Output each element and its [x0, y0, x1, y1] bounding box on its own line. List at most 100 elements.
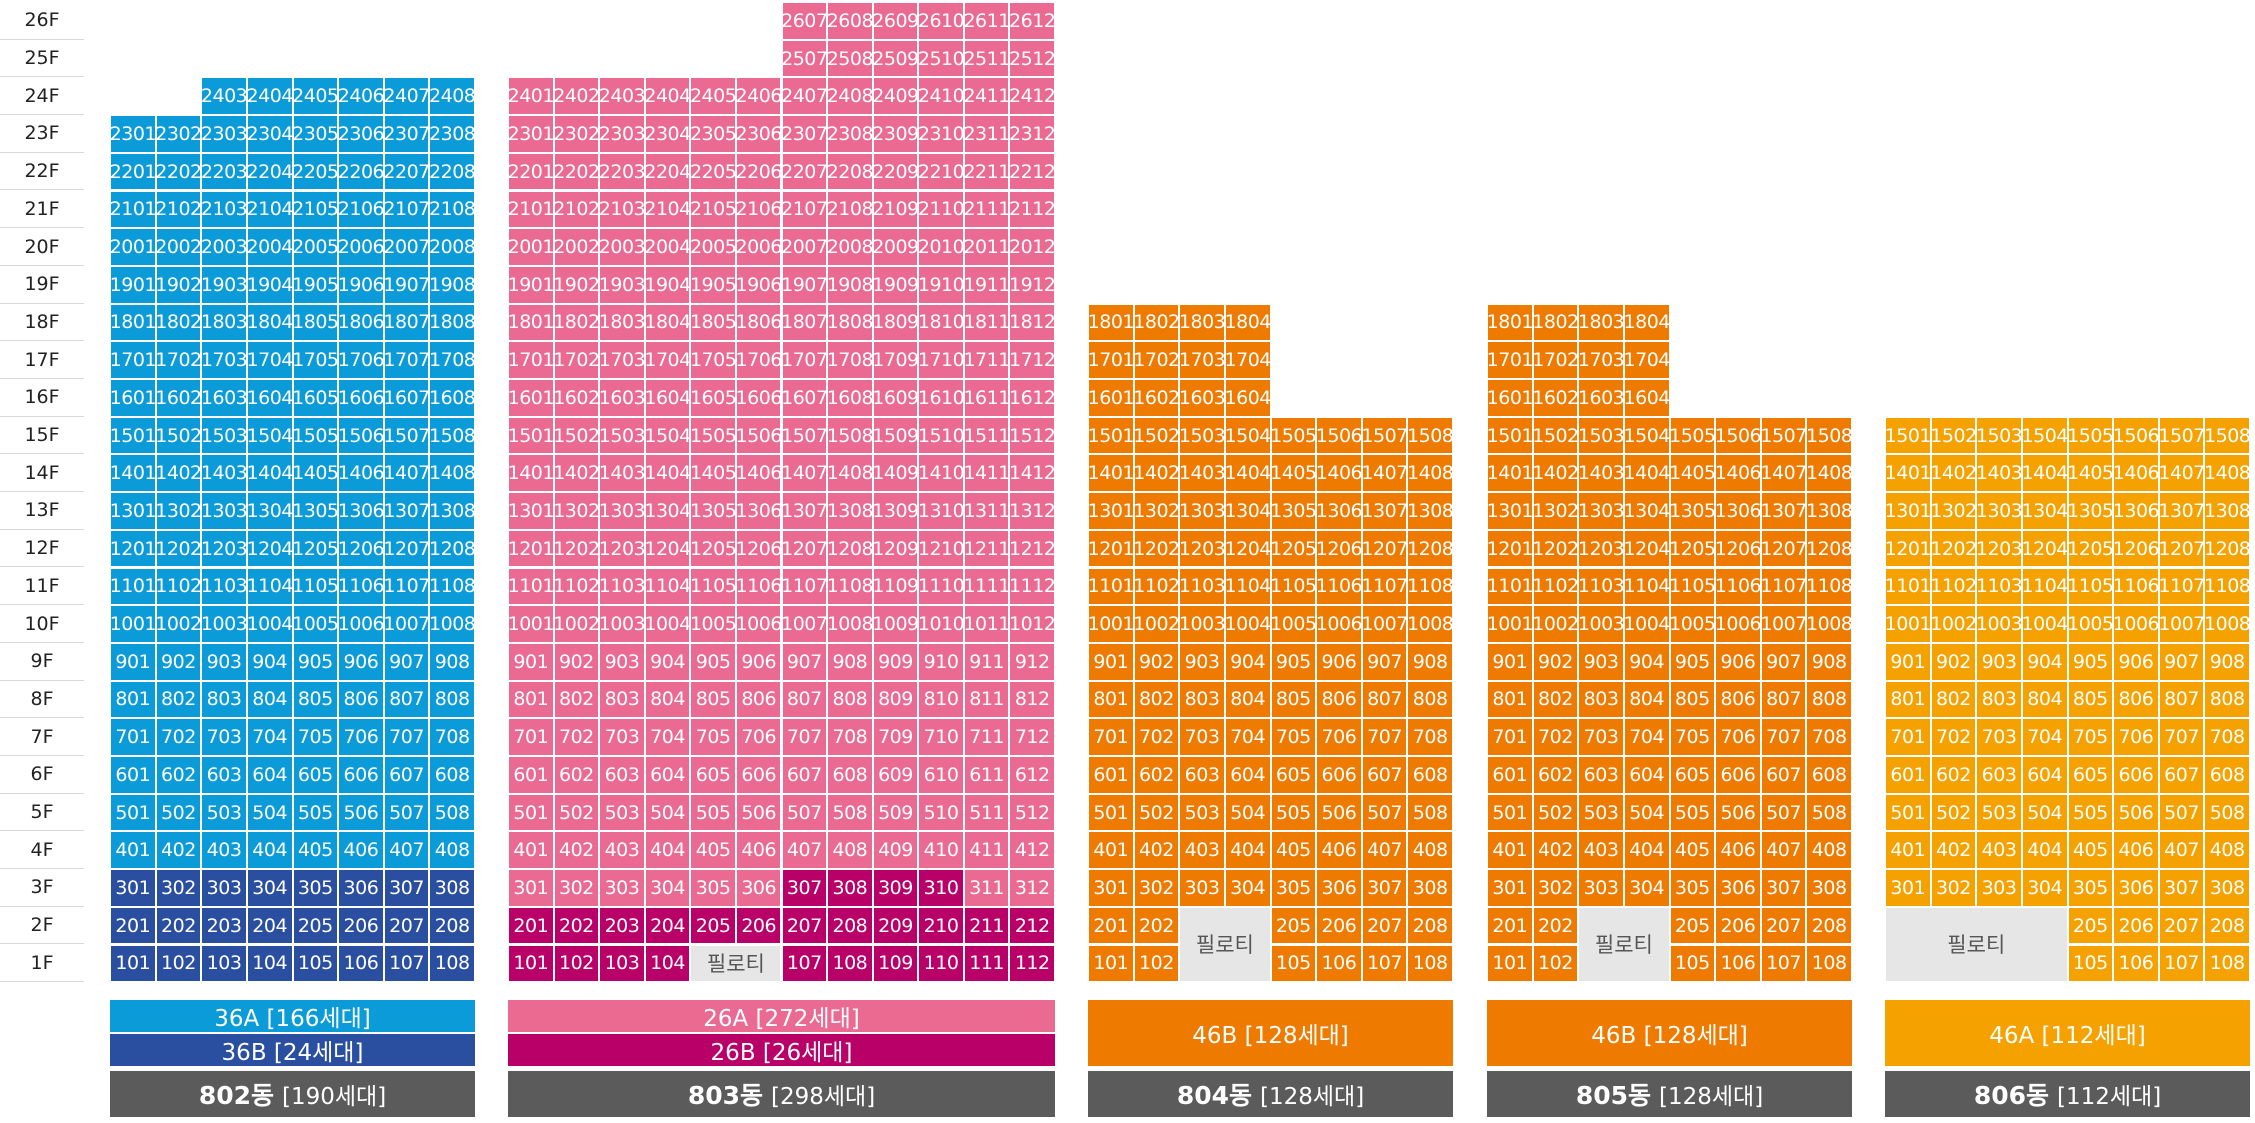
unit-cell: 1003: [599, 605, 645, 643]
unit-cell: 507: [1760, 793, 1807, 832]
unit-cell: 1106: [735, 567, 782, 606]
unit-cell: 2101: [508, 190, 554, 229]
unit-cell: 108: [1806, 944, 1852, 983]
unit-cell: 1101: [1885, 567, 1931, 606]
unit-cell: 1508: [1806, 416, 1852, 455]
unit-cell: 2301: [110, 115, 156, 153]
unit-cell: 508: [2204, 793, 2250, 832]
unit-cell: 1502: [1133, 416, 1180, 455]
unit-cell: 2303: [599, 115, 645, 153]
unit-cell: 703: [1179, 718, 1225, 756]
unit-cell: 506: [1316, 793, 1362, 832]
unit-cell: 512: [1009, 793, 1055, 832]
unit-cell: 903: [599, 642, 645, 681]
unit-cell: 504: [246, 793, 293, 832]
unit-cell: 1302: [1133, 492, 1180, 530]
piloti-block: 필로티: [1885, 906, 2068, 983]
unit-cell: 808: [2204, 680, 2250, 719]
unit-cell: 2307: [781, 115, 828, 153]
unit-cell: 301: [110, 869, 156, 907]
unit-cell: 403: [1976, 831, 2022, 870]
unit-cell: 203: [201, 906, 247, 945]
unit-cell: 1310: [918, 492, 964, 530]
unit-cell: 702: [1930, 718, 1977, 756]
unit-cell: 608: [827, 756, 873, 794]
unit-cell: 1108: [1806, 567, 1852, 606]
unit-cell: 2102: [155, 190, 202, 229]
unit-cell: 1209: [872, 529, 919, 568]
unit-cell: 707: [1760, 718, 1807, 756]
unit-cell: 1601: [1088, 379, 1134, 417]
unit-cell: 1401: [1885, 454, 1931, 493]
unit-cell: 1207: [1361, 529, 1408, 568]
unit-cell: 906: [2113, 642, 2159, 681]
unit-cell: 1305: [1669, 492, 1716, 530]
unit-cell: 906: [1316, 642, 1362, 681]
unit-cell: 1408: [429, 454, 475, 493]
unit-cell: 604: [1623, 756, 1670, 794]
unit-cell: 2412: [1009, 77, 1055, 116]
unit-cell: 1008: [1407, 605, 1453, 643]
unit-cell: 501: [1088, 793, 1134, 832]
unit-cell: 1701: [1088, 341, 1134, 379]
unit-cell: 107: [781, 944, 828, 983]
unit-cell: 209: [872, 906, 919, 945]
unit-cell: 903: [1179, 642, 1225, 681]
unit-cell: 1711: [963, 341, 1010, 379]
unit-cell: 2212: [1009, 152, 1055, 191]
unit-cell: 1801: [508, 303, 554, 342]
unit-cell: 1203: [1578, 529, 1624, 568]
building-name: 805동: [1575, 1081, 1651, 1110]
unit-cell: 1404: [1623, 454, 1670, 493]
unit-cell: 1208: [827, 529, 873, 568]
unit-cell: 1212: [1009, 529, 1055, 568]
unit-cell: 1107: [383, 567, 430, 606]
unit-cell: 705: [2067, 718, 2114, 756]
unit-cell: 805: [690, 680, 736, 719]
unit-cell: 1204: [644, 529, 691, 568]
unit-cell: 2002: [155, 228, 202, 266]
unit-cell: 807: [2158, 680, 2205, 719]
unit-cell: 1205: [292, 529, 339, 568]
unit-cell: 809: [872, 680, 919, 719]
unit-cell: 2411: [963, 77, 1010, 116]
unit-cell: 601: [508, 756, 554, 794]
unit-cell: 1403: [1179, 454, 1225, 493]
unit-cell: 1103: [201, 567, 247, 606]
unit-cell: 1004: [644, 605, 691, 643]
unit-cell: 301: [508, 869, 554, 907]
unit-cell: 1106: [1316, 567, 1362, 606]
unit-cell: 904: [2021, 642, 2068, 681]
unit-cell: 2205: [292, 152, 339, 191]
unit-cell: 106: [1316, 944, 1362, 983]
unit-cell: 1306: [735, 492, 782, 530]
unit-cell: 1408: [2204, 454, 2250, 493]
unit-cell: 108: [429, 944, 475, 983]
unit-cell: 403: [599, 831, 645, 870]
unit-cell: 1702: [553, 341, 600, 379]
unit-cell: 905: [1270, 642, 1317, 681]
unit-cell: 1202: [553, 529, 600, 568]
unit-cell: 806: [2113, 680, 2159, 719]
unit-cell: 701: [508, 718, 554, 756]
unit-cell: 1705: [292, 341, 339, 379]
unit-cell: 1707: [383, 341, 430, 379]
unit-cell: 206: [2113, 906, 2159, 945]
unit-cell: 903: [201, 642, 247, 681]
unit-cell: 1811: [963, 303, 1010, 342]
unit-cell: 1908: [429, 265, 475, 304]
unit-cell: 1403: [1976, 454, 2022, 493]
unit-cell: 1704: [644, 341, 691, 379]
unit-cell: 2206: [735, 152, 782, 191]
unit-cell: 501: [1885, 793, 1931, 832]
unit-cell: 703: [201, 718, 247, 756]
unit-cell: 201: [1487, 906, 1533, 945]
unit-cell: 1501: [1885, 416, 1931, 455]
piloti-block: 필로티: [690, 944, 782, 983]
unit-cell: 602: [1133, 756, 1180, 794]
unit-cell: 401: [1088, 831, 1134, 870]
building-name: 802동: [198, 1081, 274, 1110]
unit-cell: 807: [1361, 680, 1408, 719]
building-name-bar: 804동 [128세대]: [1088, 1071, 1453, 1117]
unit-cell: 1808: [827, 303, 873, 342]
